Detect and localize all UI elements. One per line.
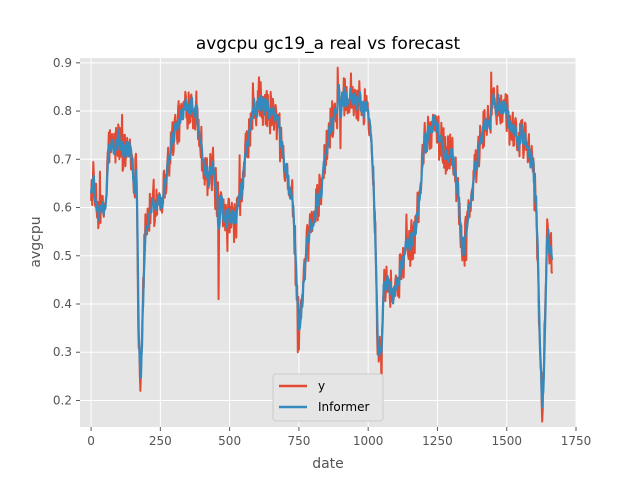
y-tick-label: 0.9 <box>53 56 72 70</box>
chart-title: avgcpu gc19_a real vs forecast <box>196 34 461 54</box>
x-axis-ticks: 0 250 500 750 1000 1250 1500 1750 <box>87 427 591 448</box>
series-line-informer <box>89 83 554 409</box>
x-tick-label: 0 <box>87 434 95 448</box>
y-axis-label: avgcpu <box>28 216 44 267</box>
y-tick-label: 0.2 <box>53 393 72 407</box>
x-tick-label: 1750 <box>561 434 592 448</box>
x-tick-label: 500 <box>218 434 241 448</box>
legend-label-informer: Informer <box>318 400 370 414</box>
x-tick-label: 250 <box>149 434 172 448</box>
y-tick-label: 0.3 <box>53 345 72 359</box>
y-tick-label: 0.5 <box>53 249 72 263</box>
x-axis-label: date <box>312 456 344 472</box>
y-tick-label: 0.8 <box>53 104 72 118</box>
series-layer <box>89 66 554 423</box>
x-tick-label: 750 <box>287 434 310 448</box>
y-axis-ticks: 0.2 0.3 0.4 0.5 0.6 0.7 0.8 0.9 <box>53 56 80 407</box>
plot-area <box>80 58 576 427</box>
legend: y Informer <box>272 373 384 422</box>
y-tick-label: 0.6 <box>53 201 72 215</box>
legend-label-y: y <box>318 379 325 393</box>
x-tick-label: 1000 <box>353 434 384 448</box>
y-tick-label: 0.4 <box>53 297 72 311</box>
y-tick-label: 0.7 <box>53 152 72 166</box>
x-tick-label: 1250 <box>422 434 453 448</box>
x-tick-label: 1500 <box>491 434 522 448</box>
